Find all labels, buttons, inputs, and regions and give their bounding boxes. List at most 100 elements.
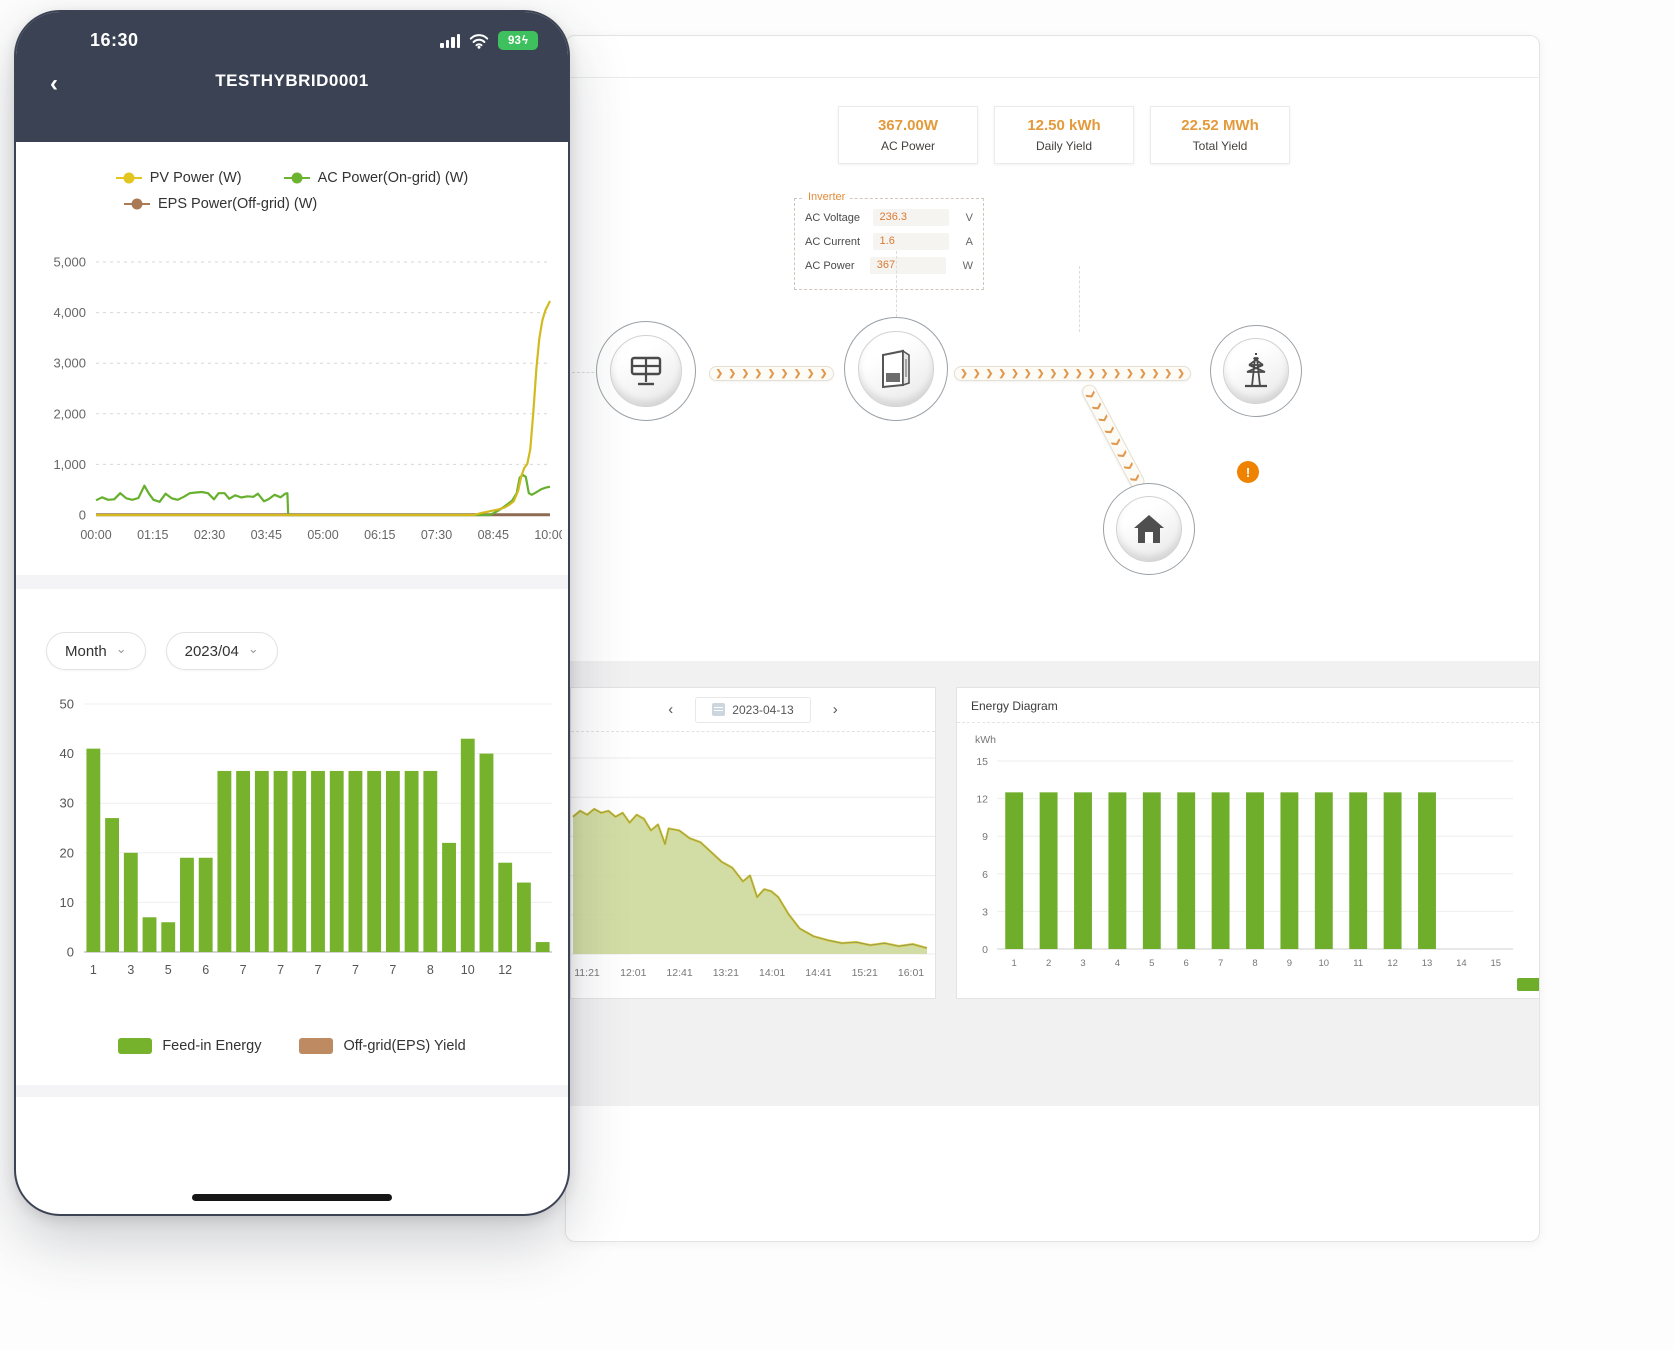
nav-bar: ‹ TESTHYBRID0001 xyxy=(16,71,568,101)
legend-item-off-grid[interactable]: Off-grid(EPS) Yield xyxy=(299,1038,466,1054)
inverter-row-label: AC Power xyxy=(805,259,855,272)
svg-text:10:00: 10:00 xyxy=(534,528,562,542)
svg-text:11: 11 xyxy=(1353,958,1363,969)
date-picker-field[interactable]: 2023-04-13 xyxy=(695,696,811,723)
flow-node-inverter xyxy=(844,317,948,421)
svg-text:3: 3 xyxy=(982,906,988,918)
svg-text:12:01: 12:01 xyxy=(620,967,646,979)
warning-glyph: ! xyxy=(1245,464,1251,480)
svg-text:08:45: 08:45 xyxy=(478,528,509,542)
svg-text:12:41: 12:41 xyxy=(666,967,692,979)
page-title: TESTHYBRID0001 xyxy=(215,71,369,90)
svg-text:13: 13 xyxy=(1422,958,1433,969)
svg-text:07:30: 07:30 xyxy=(421,528,452,542)
svg-text:05:00: 05:00 xyxy=(307,528,338,542)
next-day-button[interactable]: › xyxy=(832,701,838,718)
flow-track-inverter-to-grid: ❯ ❯ ❯ ❯ ❯ ❯ ❯ ❯ ❯ ❯ ❯ ❯ ❯ ❯ ❯ ❯ ❯ ❯ xyxy=(954,366,1191,381)
svg-text:20: 20 xyxy=(60,845,74,860)
cellular-signal-icon xyxy=(440,33,460,48)
svg-text:30: 30 xyxy=(60,796,74,811)
svg-text:kWh: kWh xyxy=(975,734,996,746)
inverter-row-label: AC Current xyxy=(805,235,861,248)
svg-text:10: 10 xyxy=(1319,958,1330,969)
svg-text:5: 5 xyxy=(1149,958,1154,969)
inverter-row-voltage: AC Voltage 236.3 V xyxy=(805,209,973,226)
svg-text:06:15: 06:15 xyxy=(364,528,395,542)
status-time: 16:30 xyxy=(90,30,139,50)
svg-text:6: 6 xyxy=(1184,958,1189,969)
stat-label: Daily Yield xyxy=(1035,139,1093,153)
period-selectors: Month ⌄ 2023/04 ⌄ xyxy=(46,632,278,670)
day-power-panel: ‹ 2023-04-13 › 11:21 12:01 12:41 13:21 14:01… xyxy=(570,687,936,999)
status-bar: 16:30 93 ϟ xyxy=(16,12,568,51)
svg-text:0: 0 xyxy=(982,944,988,956)
desktop-dashboard-window: 367.00W AC Power 12.50 kWh Daily Yield 2… xyxy=(565,35,1540,1242)
legend-label: AC Power(On-grid) (W) xyxy=(317,170,469,186)
flow-node-inner xyxy=(609,334,683,408)
legend-item-eps-power[interactable]: EPS Power(Off-grid) (W) xyxy=(124,196,568,212)
chevron-down-icon: ⌄ xyxy=(115,641,127,656)
legend-item-ac-power[interactable]: AC Power(On-grid) (W) xyxy=(283,170,469,186)
inverter-row-value: 1.6 xyxy=(872,233,949,250)
svg-text:10: 10 xyxy=(60,895,74,910)
stat-daily-yield: 12.50 kWh Daily Yield xyxy=(994,106,1134,164)
svg-text:02:30: 02:30 xyxy=(194,528,225,542)
svg-text:15: 15 xyxy=(1491,958,1502,969)
svg-text:0: 0 xyxy=(79,508,86,523)
legend-label: PV Power (W) xyxy=(149,170,242,186)
svg-text:7: 7 xyxy=(352,963,359,977)
flow-track-pv-to-inverter: ❯ ❯ ❯ ❯ ❯ ❯ ❯ ❯ ❯ xyxy=(709,366,834,381)
period-type-value: Month xyxy=(65,642,107,660)
back-button[interactable]: ‹ xyxy=(50,70,58,97)
flow-track-to-home: ❯ ❯ ❯ ❯ ❯ ❯ ❯ ❯ xyxy=(1079,381,1148,492)
inverter-row-unit: V xyxy=(965,211,973,224)
svg-text:01:15: 01:15 xyxy=(137,528,168,542)
phone-device: 16:30 93 ϟ xyxy=(14,10,570,1216)
flow-node-inner xyxy=(858,331,934,407)
svg-text:12: 12 xyxy=(1387,958,1398,969)
legend-item-pv-power[interactable]: PV Power (W) xyxy=(115,170,242,186)
stats-row: 367.00W AC Power 12.50 kWh Daily Yield 2… xyxy=(838,106,1290,164)
svg-text:3: 3 xyxy=(1080,958,1085,969)
warning-alert-icon[interactable]: ! xyxy=(1237,461,1259,483)
solar-panel-icon xyxy=(630,356,662,386)
inverter-row-value: 367 xyxy=(869,257,946,274)
svg-text:3,000: 3,000 xyxy=(53,356,86,371)
svg-text:4: 4 xyxy=(1115,958,1120,969)
stat-label: AC Power xyxy=(880,139,936,153)
energy-diagram-panel: Energy Diagram kWh 15 12 9 6 3 0 1 2 3 4 5 6 7 8 9 10 11 1… xyxy=(956,687,1540,999)
svg-text:40: 40 xyxy=(60,746,74,761)
legend-label: EPS Power(Off-grid) (W) xyxy=(158,196,318,212)
legend-item-feed-in[interactable]: Feed-in Energy xyxy=(118,1038,261,1054)
status-icons: 93 ϟ xyxy=(440,31,538,50)
stat-value: 12.50 kWh xyxy=(1027,117,1101,134)
period-type-dropdown[interactable]: Month ⌄ xyxy=(46,632,146,670)
inverter-panel-title: Inverter xyxy=(803,191,851,203)
svg-text:3: 3 xyxy=(127,963,134,977)
battery-indicator: 93 ϟ xyxy=(498,31,538,50)
prev-day-button[interactable]: ‹ xyxy=(668,701,674,718)
period-date-dropdown[interactable]: 2023/04 ⌄ xyxy=(165,632,278,670)
svg-text:12: 12 xyxy=(498,963,512,977)
day-power-area-chart: 11:21 12:01 12:41 13:21 14:01 14:41 15:21 16:01 xyxy=(571,757,935,979)
flow-node-inner xyxy=(1115,495,1183,563)
svg-text:14:01: 14:01 xyxy=(759,967,785,979)
svg-text:4,000: 4,000 xyxy=(53,305,86,320)
section-divider xyxy=(16,575,568,589)
svg-text:7: 7 xyxy=(389,963,396,977)
home-indicator[interactable] xyxy=(192,1194,392,1201)
svg-text:11:21: 11:21 xyxy=(574,967,600,979)
svg-text:15: 15 xyxy=(976,756,988,768)
wifi-icon xyxy=(469,33,489,49)
flow-dashed-hint xyxy=(896,251,897,317)
svg-text:7: 7 xyxy=(277,963,284,977)
svg-text:6: 6 xyxy=(982,869,988,881)
energy-legend-swatch xyxy=(1517,978,1539,991)
phone-header: 16:30 93 ϟ xyxy=(16,12,568,142)
svg-text:1: 1 xyxy=(1012,958,1017,969)
svg-text:5: 5 xyxy=(165,963,172,977)
svg-text:7: 7 xyxy=(240,963,247,977)
window-top-bar xyxy=(566,36,1539,78)
svg-text:7: 7 xyxy=(315,963,322,977)
